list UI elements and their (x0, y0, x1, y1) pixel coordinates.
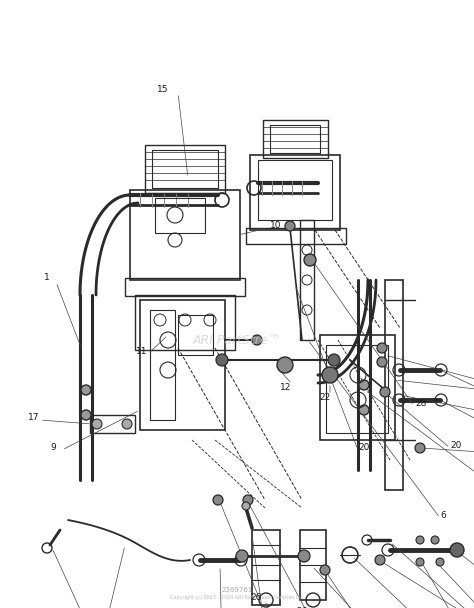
Circle shape (377, 357, 387, 367)
Bar (258, 160, 332, 220)
Text: 28: 28 (415, 398, 427, 407)
Circle shape (243, 495, 253, 505)
Text: Copyright (c) 2023 - 2024 ARI PartStream Services Inc.: Copyright (c) 2023 - 2024 ARI PartStream… (170, 595, 304, 601)
Bar (150, 310, 175, 420)
Circle shape (415, 443, 425, 453)
Bar (135, 295, 235, 350)
Bar (300, 220, 314, 340)
Bar (145, 145, 225, 193)
Text: 9: 9 (50, 443, 56, 452)
Bar (90, 415, 135, 433)
Bar (140, 300, 225, 430)
Text: 20: 20 (358, 443, 369, 452)
Circle shape (122, 419, 132, 429)
Text: 15: 15 (157, 86, 168, 94)
Circle shape (81, 410, 91, 420)
Circle shape (450, 543, 464, 557)
Text: 20: 20 (450, 441, 461, 449)
Circle shape (213, 495, 223, 505)
Bar (320, 335, 395, 440)
Text: 2369761: 2369761 (221, 587, 253, 593)
Circle shape (252, 335, 262, 345)
Bar (385, 280, 403, 490)
Bar (178, 315, 213, 355)
Text: 6: 6 (440, 511, 446, 519)
Bar (250, 155, 340, 230)
Bar (252, 530, 280, 605)
Circle shape (436, 558, 444, 566)
Bar (155, 198, 205, 233)
Bar (300, 530, 326, 600)
Circle shape (359, 405, 369, 415)
Circle shape (377, 343, 387, 353)
Text: 1: 1 (44, 274, 50, 283)
Circle shape (216, 354, 228, 366)
Circle shape (277, 357, 293, 373)
Circle shape (285, 221, 295, 231)
Bar (270, 125, 320, 153)
Circle shape (242, 502, 250, 510)
Circle shape (359, 380, 369, 390)
Circle shape (431, 536, 439, 544)
Bar (326, 345, 388, 433)
Text: 11: 11 (136, 348, 147, 356)
Bar (246, 228, 346, 244)
Circle shape (236, 550, 248, 562)
Bar (152, 150, 218, 188)
Circle shape (322, 367, 338, 383)
Text: 17: 17 (28, 413, 39, 423)
Circle shape (92, 419, 102, 429)
Circle shape (416, 558, 424, 566)
Circle shape (416, 536, 424, 544)
Circle shape (298, 550, 310, 562)
Circle shape (304, 254, 316, 266)
Text: ARI PartStre™: ARI PartStre™ (193, 334, 281, 347)
Circle shape (81, 385, 91, 395)
Bar (130, 190, 240, 280)
Bar (263, 120, 328, 158)
Circle shape (320, 565, 330, 575)
Bar (125, 278, 245, 296)
Circle shape (380, 387, 390, 397)
Text: 22: 22 (319, 393, 330, 402)
Circle shape (328, 354, 340, 366)
Text: 10: 10 (270, 221, 282, 229)
Circle shape (375, 555, 385, 565)
Text: 26: 26 (250, 593, 261, 603)
Text: 12: 12 (280, 382, 292, 392)
